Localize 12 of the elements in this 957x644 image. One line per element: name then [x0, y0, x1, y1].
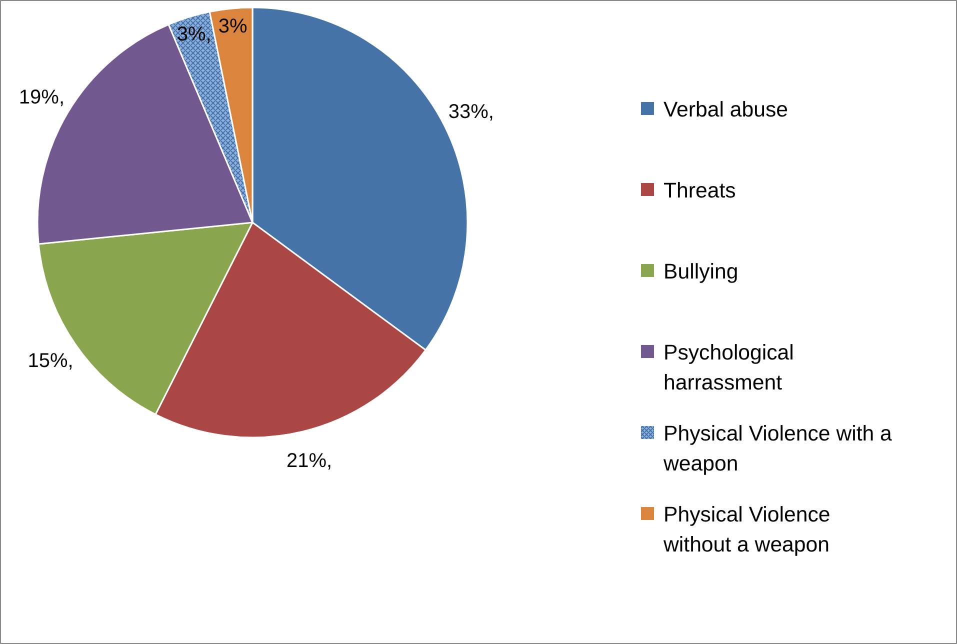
legend-label: Psychological harrassment: [664, 340, 794, 394]
legend-label: Physical Violence without a weapon: [662, 502, 830, 556]
data-label: 15%,: [28, 350, 74, 372]
legend-label: Threats: [664, 178, 736, 202]
data-label: 3%,: [176, 23, 212, 46]
data-label: 33%,: [448, 101, 494, 124]
legend-label: Bullying: [664, 260, 738, 284]
data-label: 21%,: [286, 450, 332, 472]
legend-label: Verbal abuse: [664, 98, 788, 122]
legend-label: Physical Violence with a weapon: [662, 422, 892, 476]
data-label: 19%,: [18, 86, 64, 109]
data-label: 3%: [218, 15, 248, 38]
